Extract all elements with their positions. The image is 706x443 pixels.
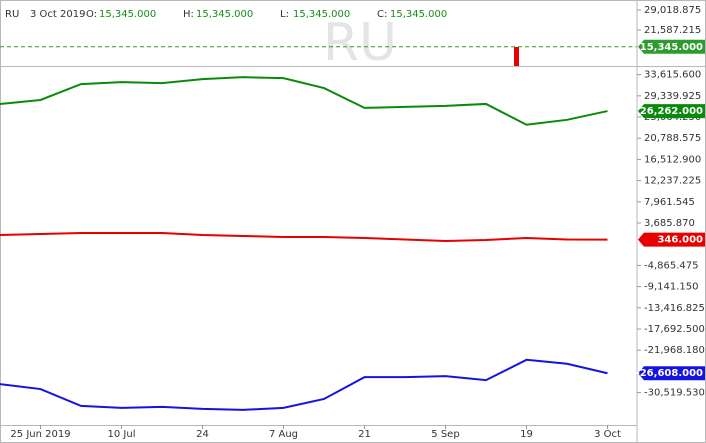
y-tick-label: -30,519.530 — [644, 388, 705, 399]
x-tick-label: 24 — [196, 429, 209, 440]
symbol: RU — [5, 9, 19, 20]
y-tick-label: -21,968.180 — [644, 345, 705, 356]
header: RU 3 Oct 2019 — [5, 9, 85, 20]
field-label: H: — [183, 9, 194, 20]
price-tag — [638, 39, 705, 54]
price-tag — [638, 104, 705, 119]
y-tick-label: 21,587.215 — [644, 25, 701, 36]
y-tick-label: 29,339.925 — [644, 91, 701, 102]
y-tick-label: 20,788.575 — [644, 133, 701, 144]
field-value: 15,345.000 — [196, 9, 253, 20]
x-tick-label: 19 — [520, 429, 533, 440]
series-line — [0, 358, 608, 411]
y-tick-label: 3,685.870 — [644, 218, 695, 229]
price-tag — [638, 366, 705, 381]
field-value: 15,345.000 — [390, 9, 447, 20]
field-value: 15,345.000 — [99, 9, 156, 20]
y-tick-label: 33,615.600 — [644, 70, 701, 81]
price-tag-label: 346.000 — [657, 235, 703, 246]
field-label: C: — [377, 9, 387, 20]
x-tick-label: 10 Jul — [108, 429, 136, 440]
price-tag-label: 26,262.000 — [640, 106, 703, 117]
price-tag-label: 15,345.000 — [640, 42, 703, 53]
x-tick-label: 25 Jun 2019 — [10, 429, 70, 440]
x-tick-label: 5 Sep — [431, 429, 459, 440]
field-label: L: — [280, 9, 289, 20]
field-value: 15,345.000 — [293, 9, 350, 20]
watermark: RU — [323, 13, 397, 73]
series-line — [0, 232, 608, 242]
price-tag — [638, 232, 705, 247]
price-tag-label: -26,608.000 — [636, 368, 703, 379]
y-tick-label: 29,018.875 — [644, 5, 701, 16]
y-tick-label: -4,865.475 — [644, 260, 699, 271]
indicator-bar — [514, 47, 519, 66]
x-tick-label: 7 Aug — [269, 429, 298, 440]
y-tick-label: 16,512.900 — [644, 154, 701, 165]
y-tick-label: 7,961.545 — [644, 197, 695, 208]
y-tick-label: 12,237.225 — [644, 176, 701, 187]
y-tick-label: -9,141.150 — [644, 282, 699, 293]
field-label: O: — [86, 9, 97, 20]
y-tick-label: -17,692.500 — [644, 324, 705, 335]
series-line — [0, 76, 608, 126]
y-tick-label: -13,416.825 — [644, 303, 705, 314]
x-tick-label: 21 — [358, 429, 371, 440]
x-tick-label: 3 Oct — [594, 429, 621, 440]
date: 3 Oct 2019 — [30, 9, 85, 20]
